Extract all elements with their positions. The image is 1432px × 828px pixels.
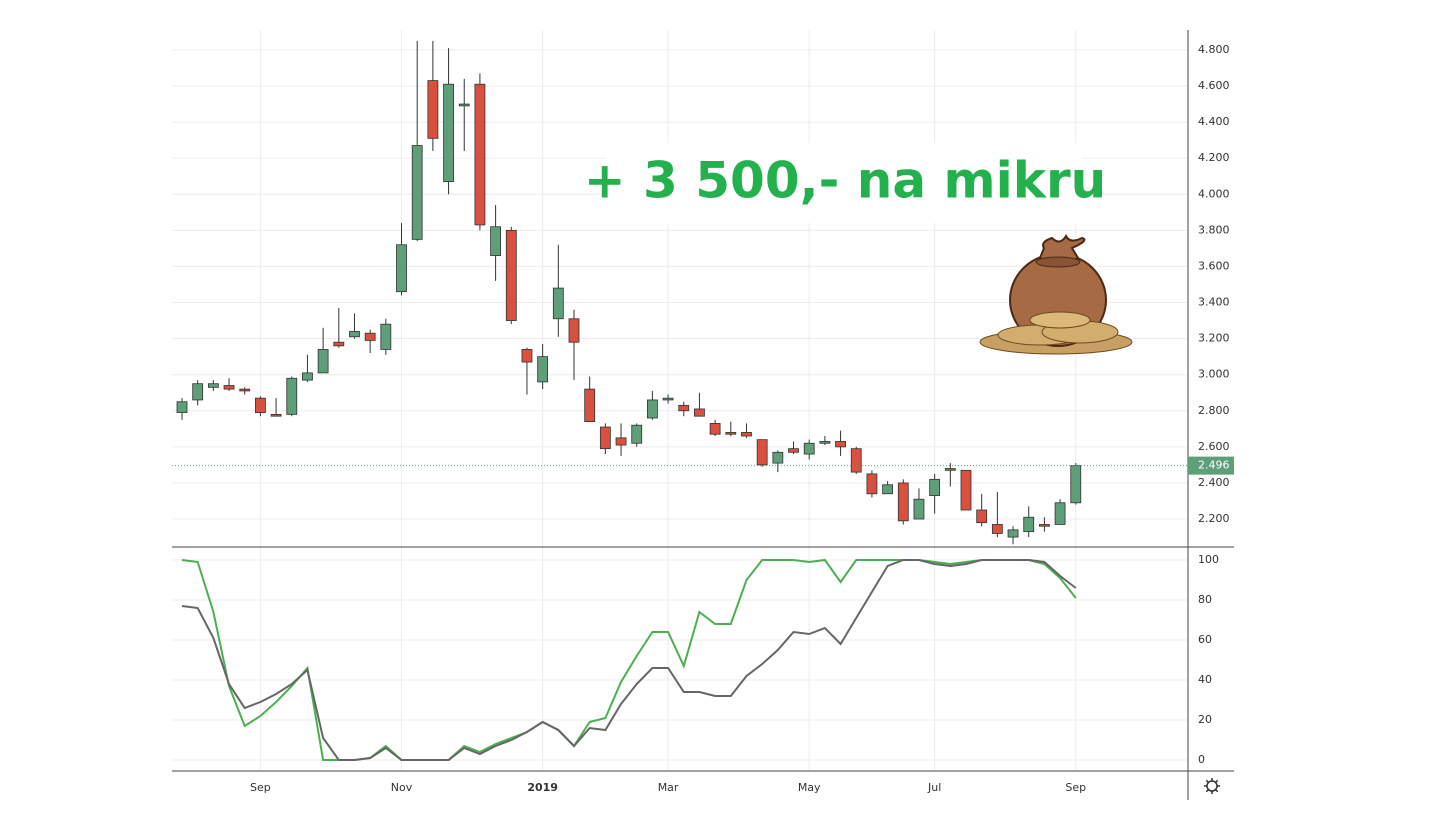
candle-body bbox=[882, 484, 893, 495]
y-tick-label: 3.000 bbox=[1198, 368, 1230, 381]
candle-body bbox=[490, 226, 502, 257]
candle-body bbox=[694, 408, 705, 417]
x-tick-label: Mar bbox=[658, 781, 679, 794]
y-tick-label: 2.400 bbox=[1198, 476, 1230, 489]
y-tick-label: 2.200 bbox=[1198, 512, 1230, 525]
candle-body bbox=[803, 442, 815, 455]
candle-body bbox=[302, 372, 313, 381]
candle-body bbox=[866, 473, 878, 495]
candle-body bbox=[725, 432, 737, 435]
y-tick-label: 4.000 bbox=[1198, 187, 1230, 200]
y-tick-label: 40 bbox=[1198, 673, 1212, 686]
gear-teeth[interactable] bbox=[1204, 778, 1220, 794]
settings-icon[interactable] bbox=[1204, 778, 1220, 794]
candle-body bbox=[772, 451, 784, 464]
candle-body bbox=[929, 478, 941, 496]
candle-body bbox=[913, 498, 925, 520]
candle-body bbox=[599, 426, 611, 450]
candle-body bbox=[1039, 524, 1050, 527]
y-tick-label: 3.600 bbox=[1198, 259, 1230, 272]
candle-body bbox=[897, 482, 909, 522]
x-tick-label: Sep bbox=[1065, 781, 1086, 794]
y-tick-label: 4.800 bbox=[1198, 43, 1230, 56]
y-tick-label: 3.200 bbox=[1198, 332, 1230, 345]
money-bag bbox=[979, 233, 1133, 355]
candle-body bbox=[788, 448, 799, 453]
x-tick-label: Jul bbox=[927, 781, 941, 794]
y-tick-label: 4.600 bbox=[1198, 79, 1230, 92]
candle-body bbox=[1070, 465, 1082, 504]
last-price-label: 2.496 bbox=[1198, 459, 1230, 472]
candle-body bbox=[647, 399, 658, 419]
candle-body bbox=[631, 424, 643, 444]
candle-body bbox=[207, 383, 219, 388]
candle-body bbox=[474, 83, 486, 226]
marks bbox=[172, 40, 1188, 761]
candle-body bbox=[521, 349, 533, 363]
candle-body bbox=[944, 468, 956, 471]
candle-body bbox=[835, 441, 846, 448]
candle-body bbox=[286, 377, 298, 415]
candle-body bbox=[741, 432, 752, 437]
x-tick-label: 2019 bbox=[527, 781, 558, 794]
candle-body bbox=[192, 383, 204, 401]
candle-body bbox=[505, 229, 517, 321]
y-tick-label: 20 bbox=[1198, 713, 1212, 726]
candle-body bbox=[960, 469, 972, 511]
candle-body bbox=[443, 83, 454, 183]
candle-body bbox=[254, 397, 266, 413]
candle-body bbox=[364, 332, 376, 341]
y-tick-label: 100 bbox=[1198, 553, 1219, 566]
candle-body bbox=[976, 509, 988, 524]
y-tick-label: 4.200 bbox=[1198, 151, 1230, 164]
candle-body bbox=[411, 145, 423, 240]
candle-body bbox=[1007, 529, 1019, 538]
y-tick-label: 0 bbox=[1198, 753, 1205, 766]
candle-body bbox=[333, 341, 345, 347]
y-tick-label: 2.600 bbox=[1198, 440, 1230, 453]
candle-body bbox=[850, 448, 862, 473]
x-tick-label: Sep bbox=[250, 781, 271, 794]
candle-body bbox=[709, 423, 721, 435]
annotation-box bbox=[606, 143, 1082, 223]
candle-body bbox=[552, 287, 564, 320]
y-tick-label: 80 bbox=[1198, 593, 1212, 606]
annotation: + 3 500,- na mikru bbox=[584, 152, 1107, 210]
candle-body bbox=[678, 404, 690, 412]
candle-body bbox=[458, 103, 470, 107]
candle-body bbox=[991, 524, 1003, 534]
y-tick-label: 3.800 bbox=[1198, 223, 1230, 236]
candle-body bbox=[1023, 516, 1035, 533]
candle-body bbox=[537, 356, 549, 383]
candle-body bbox=[584, 388, 596, 423]
x-tick-label: May bbox=[798, 781, 821, 794]
candle-body bbox=[427, 80, 439, 139]
candle-body bbox=[396, 244, 407, 293]
candle-body bbox=[1054, 502, 1066, 525]
oscillator-line bbox=[181, 559, 1077, 761]
candle-body bbox=[317, 349, 329, 374]
candle-body bbox=[819, 441, 831, 444]
y-tick-label: 60 bbox=[1198, 633, 1212, 646]
candle-body bbox=[270, 413, 282, 417]
candle-body bbox=[662, 397, 674, 401]
y-tick-label: 2.800 bbox=[1198, 404, 1230, 417]
candle-body bbox=[380, 323, 392, 350]
candle-body bbox=[223, 385, 235, 390]
candle-body bbox=[239, 388, 251, 392]
candle-body bbox=[615, 437, 627, 446]
last-price-tag bbox=[1188, 456, 1234, 475]
candle-body bbox=[349, 330, 360, 338]
y-tick-label: 4.400 bbox=[1198, 115, 1230, 128]
y-tick-label: 3.400 bbox=[1198, 296, 1230, 309]
candle-body bbox=[756, 439, 768, 466]
candle-body bbox=[176, 401, 188, 413]
candle-body bbox=[568, 318, 580, 343]
x-tick-label: Nov bbox=[391, 781, 413, 794]
